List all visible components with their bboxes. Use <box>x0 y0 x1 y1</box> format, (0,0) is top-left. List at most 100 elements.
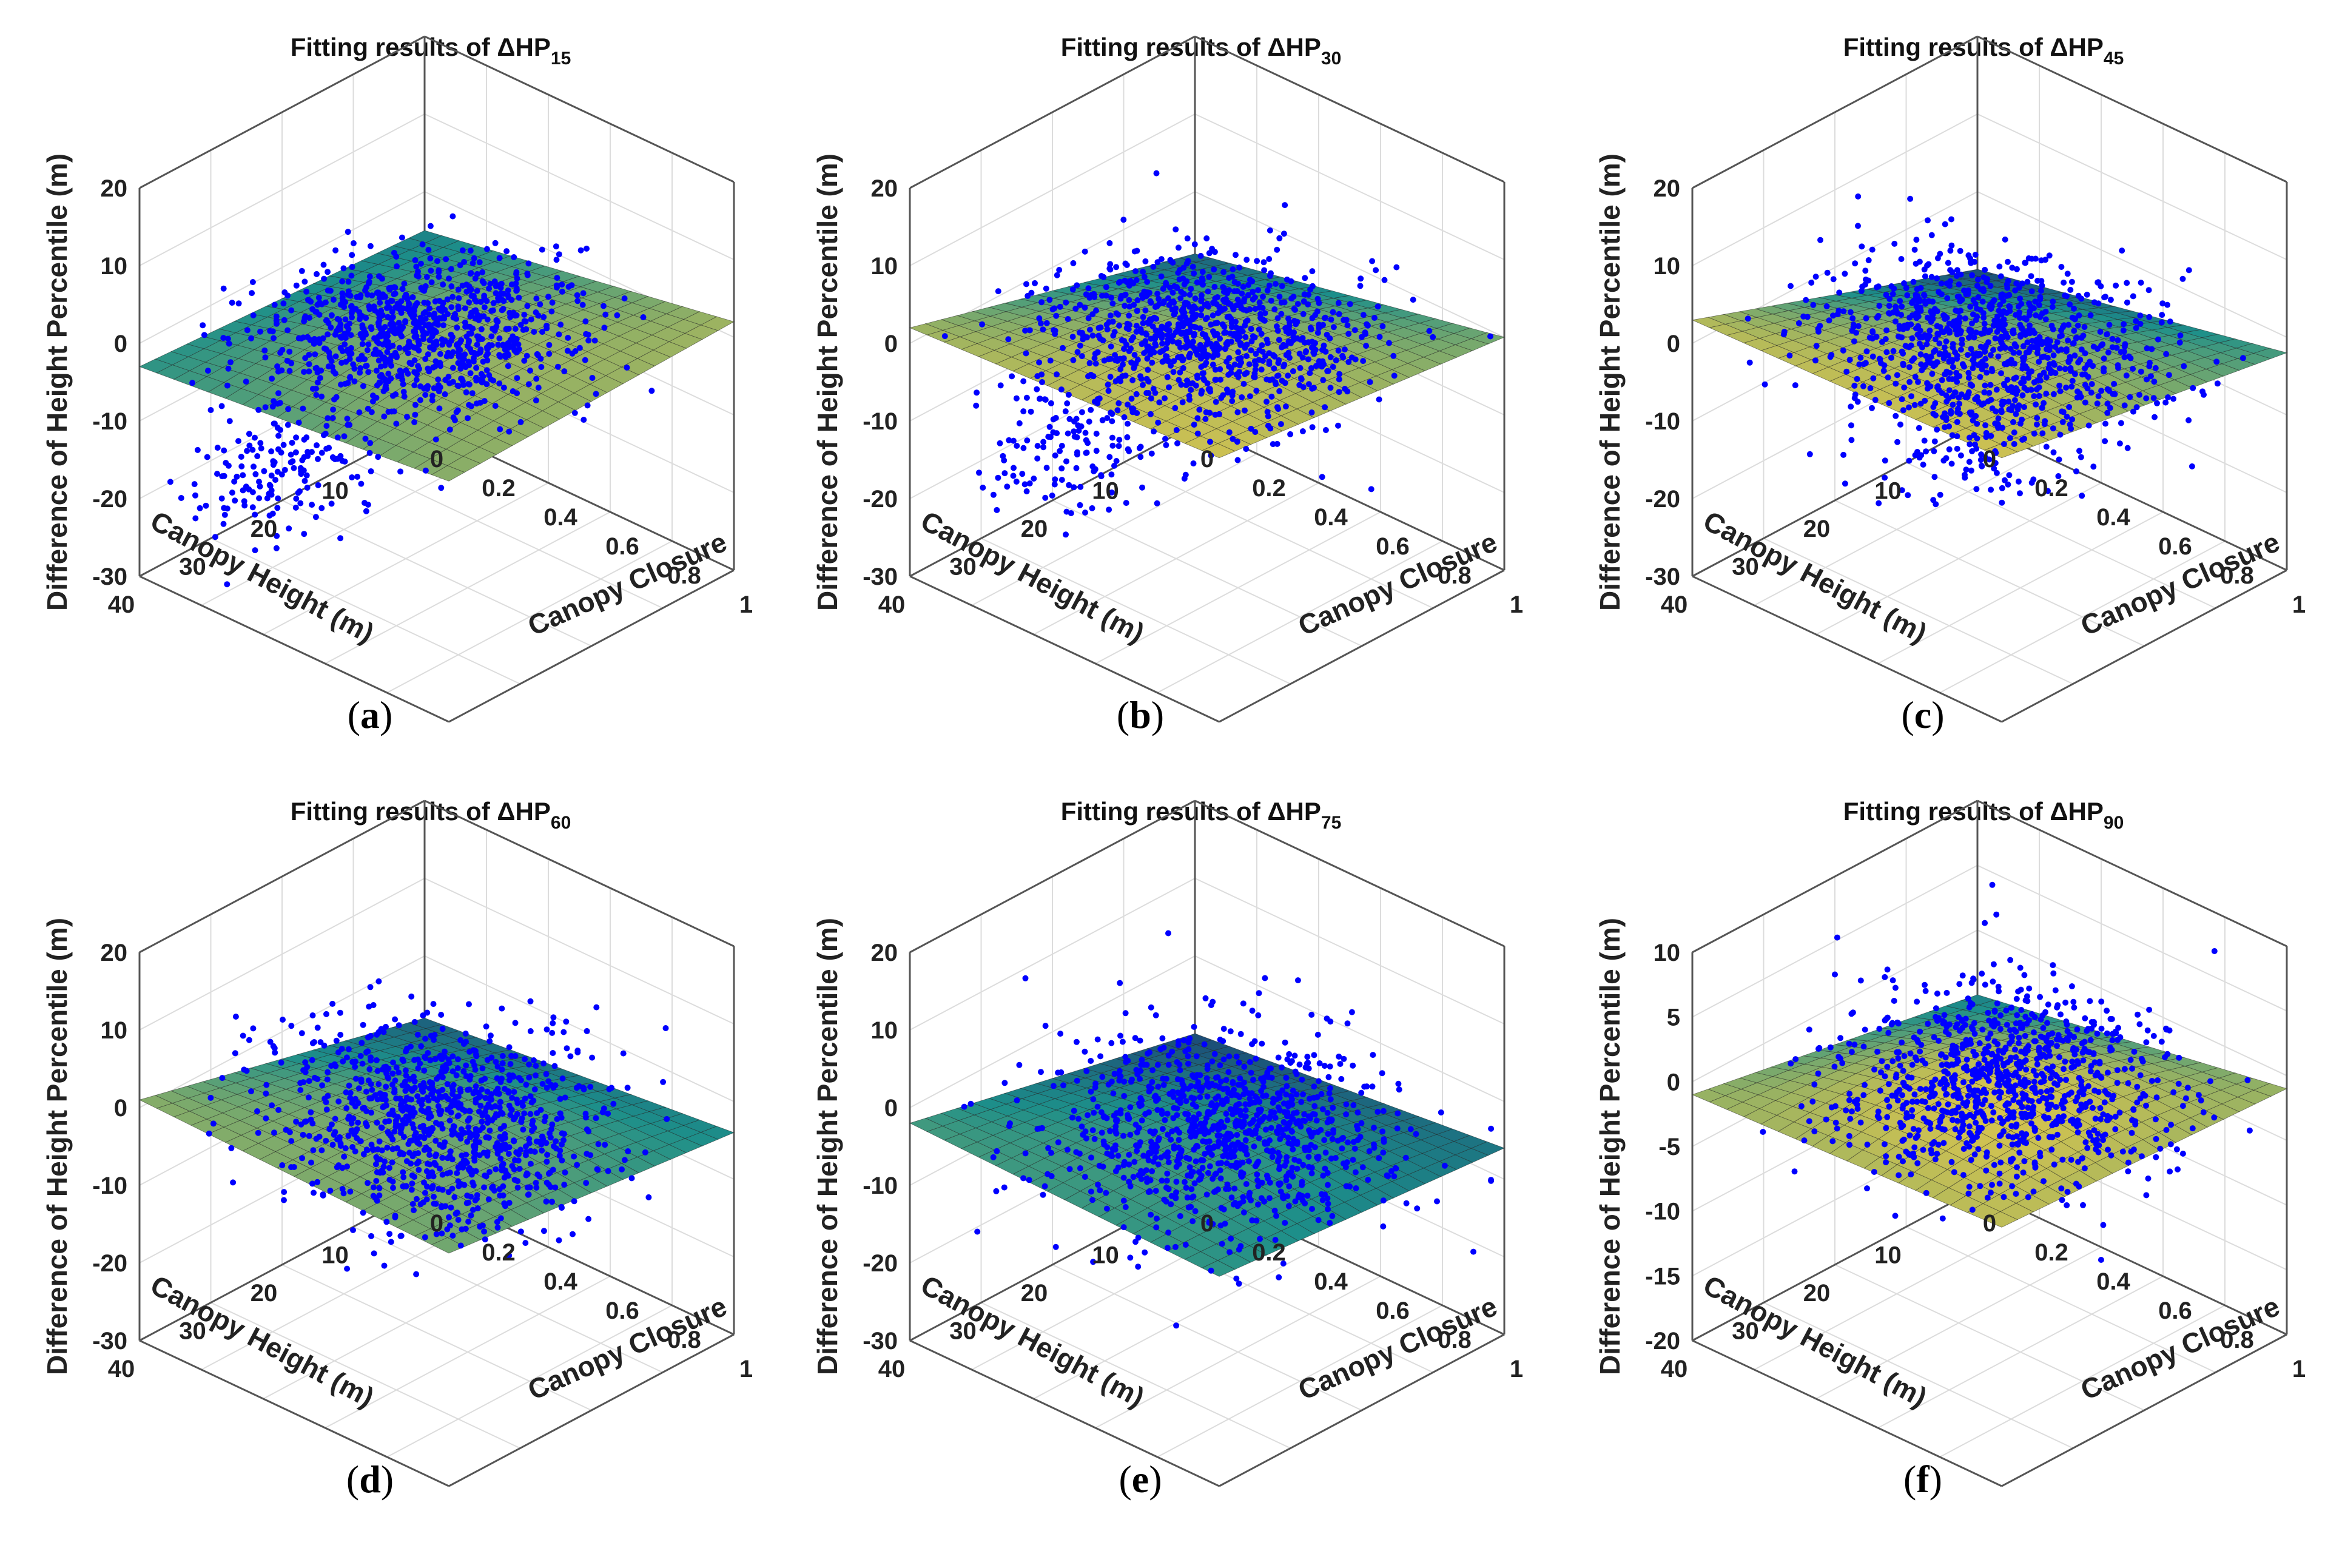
scatter-point <box>1109 411 1115 417</box>
scatter-point <box>1379 323 1385 329</box>
scatter-point <box>1377 334 1383 340</box>
scatter-point <box>369 409 375 415</box>
scatter-point <box>420 241 426 247</box>
scatter-point <box>1206 386 1212 392</box>
scatter-point <box>465 415 471 421</box>
scatter-point <box>1883 349 1889 355</box>
scatter-point <box>450 379 456 385</box>
scatter-point <box>1109 435 1115 441</box>
y-tick-label: 40 <box>108 591 135 618</box>
scatter-point <box>505 292 511 298</box>
scatter-point <box>1340 354 1346 360</box>
scatter-point <box>250 504 256 510</box>
scatter-point <box>1114 311 1120 317</box>
scatter-point <box>505 363 511 369</box>
scatter-point <box>200 322 206 328</box>
scatter-point <box>2028 303 2034 309</box>
scatter-point <box>1064 400 1070 406</box>
scatter-point <box>583 1114 589 1120</box>
scatter-point <box>557 321 564 328</box>
scatter-point <box>1954 446 1960 452</box>
scatter-point <box>291 465 297 471</box>
scatter-point <box>1198 312 1204 318</box>
scatter-point <box>539 329 545 335</box>
scatter-point <box>2028 344 2034 350</box>
scatter-point <box>463 389 469 395</box>
scatter-point <box>584 246 590 252</box>
scatter-point <box>325 415 331 421</box>
scatter-point <box>585 402 591 408</box>
scatter-point <box>2138 280 2144 286</box>
scatter-point <box>1930 298 1936 305</box>
scatter-point <box>2113 283 2119 289</box>
scatter-point <box>1202 416 1208 422</box>
scatter-point <box>560 1075 566 1082</box>
scatter-point <box>1208 321 1214 328</box>
scatter-point <box>241 498 247 504</box>
scatter-point <box>483 381 490 387</box>
scatter-point <box>1988 397 1994 403</box>
scatter-point <box>249 447 255 453</box>
scatter-point <box>1191 332 1197 338</box>
scatter-point <box>2005 259 2011 265</box>
scatter-point <box>384 1145 390 1151</box>
scatter-point <box>1159 256 1165 262</box>
scatter-point <box>1190 316 1196 322</box>
scatter-point <box>448 304 454 310</box>
scatter-point <box>1159 324 1165 330</box>
scatter-point <box>415 269 421 275</box>
scatter-point <box>1939 280 1945 286</box>
scatter-point <box>1360 358 1366 364</box>
scatter-point <box>346 279 352 285</box>
scatter-point <box>206 1131 212 1137</box>
scatter-point <box>411 419 417 425</box>
scatter-point <box>456 349 462 355</box>
scatter-point <box>315 482 321 488</box>
scatter-point <box>293 505 299 511</box>
scatter-point <box>380 312 386 318</box>
scatter-point <box>1361 312 1367 318</box>
chart-title-subscript: 45 <box>2104 49 2124 69</box>
scatter-point <box>513 269 519 275</box>
scatter-point <box>2104 331 2110 337</box>
scatter-point <box>1358 283 1364 289</box>
scatter-point <box>1077 484 1083 490</box>
scatter-point <box>429 334 435 340</box>
scatter-point <box>1156 399 1162 405</box>
scatter-point <box>327 354 333 360</box>
scatter-point <box>392 327 399 333</box>
scatter-point <box>2011 375 2017 382</box>
scatter-point <box>416 319 422 325</box>
scatter-point <box>281 1197 287 1203</box>
scatter-point <box>1134 277 1140 283</box>
scatter-point <box>1942 424 1948 430</box>
scatter-point <box>1922 438 1928 444</box>
scatter-point <box>2136 392 2142 398</box>
scatter-point <box>503 248 510 254</box>
scatter-point <box>1271 365 1277 371</box>
scatter-point <box>205 368 211 374</box>
scatter-point <box>484 246 490 252</box>
scatter-point <box>471 355 477 361</box>
scatter-point <box>1170 290 1176 296</box>
scatter-point <box>526 381 532 387</box>
z-axis-label: Difference of Height Percentile (m) <box>41 153 73 611</box>
scatter-point <box>559 281 565 288</box>
scatter-point <box>335 434 341 440</box>
scatter-point <box>261 348 267 354</box>
scatter-point <box>1023 281 1029 287</box>
scatter-point <box>1940 457 1946 463</box>
scatter-point <box>383 1219 389 1225</box>
scatter-point <box>1106 454 1112 460</box>
scatter-point <box>422 309 428 315</box>
scatter-point <box>412 402 419 408</box>
scatter-point <box>319 1082 325 1088</box>
scatter-point <box>415 363 421 369</box>
scatter-point <box>1149 316 1156 322</box>
scatter-point <box>1139 485 1145 491</box>
z-axis-label: Difference of Height Percentile (m) <box>812 153 843 611</box>
scatter-point <box>1998 370 2004 376</box>
scatter-point <box>2011 429 2017 436</box>
scatter-point <box>1825 270 1831 276</box>
scatter-point <box>495 342 501 348</box>
